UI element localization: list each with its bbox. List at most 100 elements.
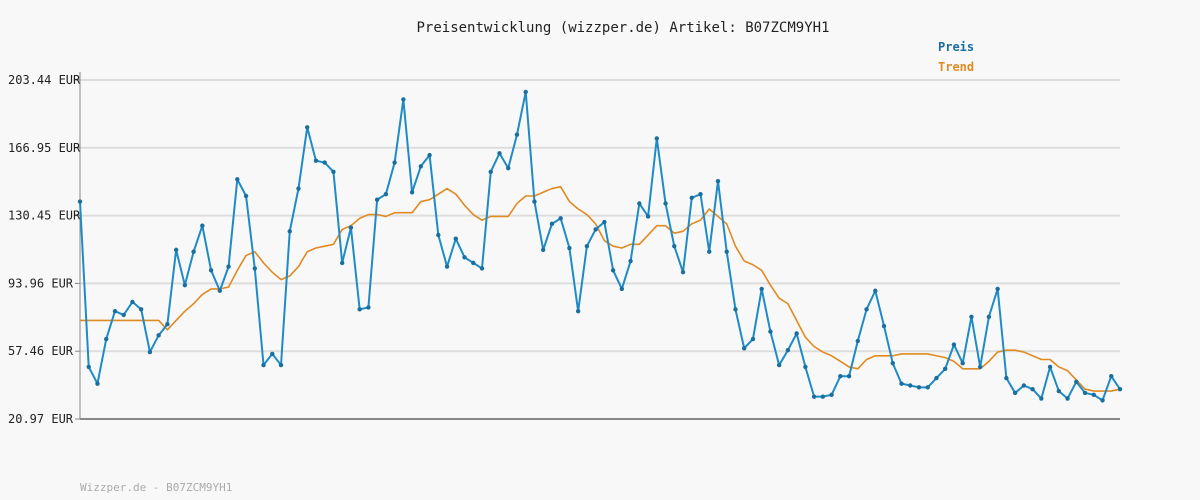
preis-point [104,336,109,342]
preis-point [1021,383,1027,388]
preis-point [165,321,170,327]
preis-point [235,177,240,182]
preis-point [925,385,930,390]
preis-point [147,349,153,355]
preis-point [724,249,729,254]
preis-point [1047,364,1053,370]
preis-point [1109,374,1114,379]
preis-point [497,151,502,156]
preis-point [453,236,458,241]
preis-point [1082,390,1088,396]
preis-point [130,299,135,305]
preis-point [742,346,747,351]
preis-point [1074,379,1079,384]
preis-point [820,394,826,399]
preis-point [366,305,371,310]
preis-point [444,264,450,269]
preis-point [462,255,467,260]
preis-point [191,249,196,254]
preis-point [156,333,161,338]
preis-point [934,375,939,381]
preis-point [645,214,651,219]
preis-point [488,169,493,175]
preis-point [523,89,528,95]
preis-point [1004,375,1009,381]
preis-point [357,307,362,312]
preis-point [838,374,843,379]
preis-point [663,201,668,206]
preis-point [759,286,764,292]
preis-point [899,381,904,386]
legend-trend-label: Trend [938,60,974,74]
preis-point [846,374,852,379]
preis-point [1117,387,1123,392]
preis-point [436,232,441,238]
preis-line [79,90,1121,402]
preis-point [698,191,703,197]
preis-point [672,243,677,249]
series-layer [77,89,1123,403]
preis-point [951,342,957,347]
preis-point [986,314,992,319]
preis-point [1100,398,1105,403]
preis-point [401,97,406,102]
preis-point [1065,396,1070,401]
preis-point [331,169,336,175]
preis-point [1012,390,1018,396]
preis-point [532,199,537,204]
preis-point [593,227,598,232]
preis-point [173,247,179,253]
preis-point [654,136,660,141]
preis-point [409,190,415,195]
preis-point [1030,387,1035,392]
preis-point [95,381,100,386]
preis-point [750,336,756,342]
preis-point [689,195,694,201]
preis-point [418,164,424,169]
preis-point [794,331,799,336]
preis-point [278,362,284,368]
y-tick-label: 93.96 EUR [8,276,74,290]
preis-point [619,286,625,292]
preis-point [217,288,223,293]
preis-point [707,249,712,254]
preis-point [252,266,257,271]
preis-point [960,361,965,366]
preis-point [977,364,983,370]
preis-point [182,282,188,288]
preis-point [322,160,327,165]
preis-point [558,216,563,221]
legend-preis-label: Preis [938,40,974,54]
preis-point [86,364,91,370]
preis-point [829,392,834,397]
y-tick-label: 57.46 EUR [8,344,74,358]
preis-point [427,152,432,158]
preis-point [112,308,118,314]
preis-point [77,199,83,204]
preis-point [514,132,520,137]
preis-point [305,125,310,130]
preis-point [733,307,738,312]
preis-point [549,221,555,227]
y-tick-label: 203.44 EUR [8,73,81,87]
chart-footer: Wizzper.de - B07ZCM9YH1 [80,481,232,494]
preis-point [916,385,922,390]
preis-point [392,160,397,165]
preis-point [138,307,144,312]
y-tick-label: 166.95 EUR [8,141,81,155]
preis-point [637,201,642,206]
preis-point [348,225,354,230]
preis-point [1056,388,1062,394]
preis-point [715,178,721,184]
preis-point [471,260,476,266]
preis-point [296,186,301,191]
preis-point [287,229,292,234]
preis-point [881,323,887,329]
preis-point [339,260,345,266]
preis-point [567,245,572,251]
preis-point [226,264,231,269]
preis-point [602,219,607,225]
preis-point [208,268,214,273]
